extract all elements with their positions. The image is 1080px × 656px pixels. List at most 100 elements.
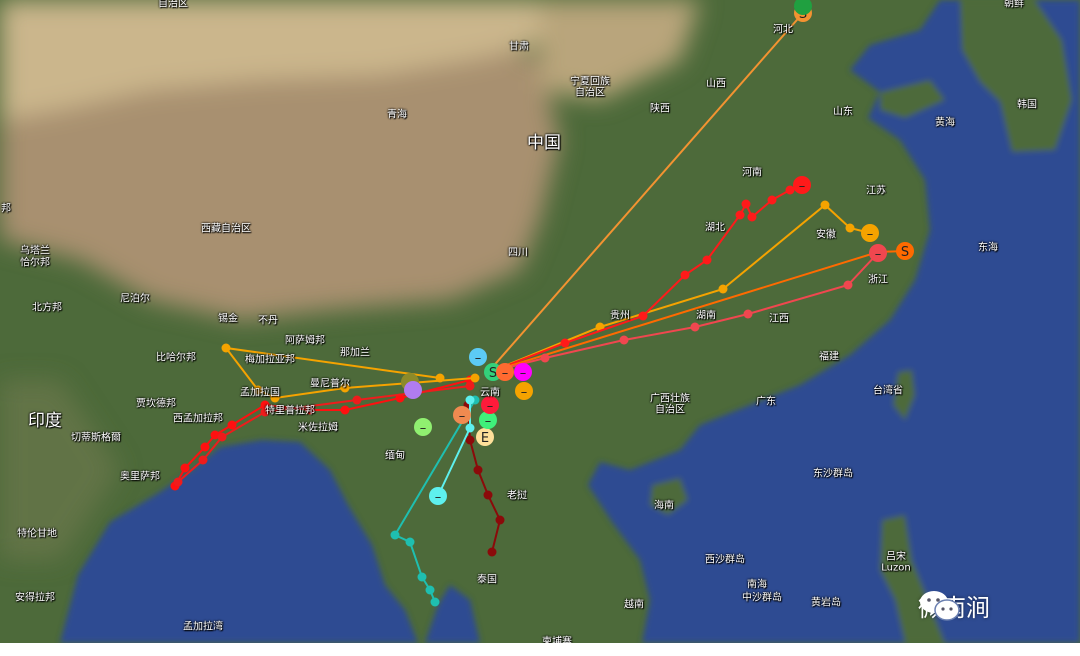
track-bangladesh-point[interactable] <box>435 373 445 383</box>
place-label-hebei: 河北 <box>773 24 793 36</box>
place-label-fujian: 福建 <box>819 351 839 363</box>
track-henan-point[interactable] <box>560 338 570 348</box>
place-label-qinghai: 青海 <box>387 109 407 121</box>
place-label-laos: 老挝 <box>507 490 527 502</box>
track-zhejiang-2-point[interactable] <box>619 335 629 345</box>
track-india-2-point[interactable] <box>465 381 475 391</box>
track-india-2-point[interactable] <box>352 395 362 405</box>
place-label-yellow-sea: 黄海 <box>935 117 955 129</box>
track-endpoint-marker[interactable] <box>479 411 497 429</box>
place-label-vietnam: 越南 <box>624 599 644 611</box>
track-india-1-point[interactable] <box>210 430 220 440</box>
track-endpoint-label: – <box>502 366 509 381</box>
track-thailand-point[interactable] <box>495 515 505 525</box>
track-myanmar-point[interactable] <box>465 423 475 433</box>
track-zhejiang-2-point[interactable] <box>690 322 700 332</box>
track-zhejiang-2-point[interactable] <box>743 309 753 319</box>
track-bangladesh-point[interactable] <box>270 393 280 403</box>
track-endpoint-marker[interactable] <box>514 363 532 381</box>
place-label-nagaland: 那加兰 <box>340 347 370 359</box>
track-henan-line <box>489 184 803 373</box>
track-myanmar-point[interactable] <box>465 395 475 405</box>
track-anhui-marker-label: – <box>867 227 874 242</box>
track-henan-point[interactable] <box>793 176 811 194</box>
track-endpoint-marker[interactable] <box>404 381 422 399</box>
track-henan-point[interactable] <box>747 212 757 222</box>
bottom-border <box>0 643 1080 656</box>
track-endpoint-label: E <box>481 431 489 446</box>
track-india-2-point[interactable] <box>173 477 183 487</box>
track-myanmar-point[interactable] <box>429 487 447 505</box>
wechat-icon <box>920 591 960 621</box>
track-india-2-point[interactable] <box>217 432 227 442</box>
track-anhui-line <box>489 203 871 373</box>
track-myanmar-marker-label: – <box>435 490 442 505</box>
track-bangladesh-point[interactable] <box>253 385 263 395</box>
place-label-dongsha: 东沙群岛 <box>813 468 853 480</box>
track-endpoint-label: – <box>485 414 492 429</box>
track-bangladesh-point[interactable] <box>221 343 231 353</box>
track-india-1-point[interactable] <box>260 400 270 410</box>
track-bangladesh-point[interactable] <box>470 373 480 383</box>
track-thailand-point[interactable] <box>465 435 475 445</box>
track-bangladesh-point[interactable] <box>340 383 350 393</box>
track-henan-point[interactable] <box>767 195 777 205</box>
track-india-2-point[interactable] <box>260 407 270 417</box>
track-endpoint-marker[interactable] <box>414 418 432 436</box>
track-henan-point[interactable] <box>680 270 690 280</box>
track-zhejiang-point[interactable] <box>896 242 914 260</box>
track-myanmar-south-point[interactable] <box>425 585 435 595</box>
track-endpoint-marker[interactable] <box>453 406 471 424</box>
place-label-china: 中国 <box>527 133 561 153</box>
place-label-hubei: 湖北 <box>705 222 725 234</box>
track-zhejiang-2-point[interactable] <box>540 353 550 363</box>
track-thailand-point[interactable] <box>487 547 497 557</box>
track-endpoint-marker[interactable] <box>481 396 499 414</box>
track-myanmar-south-point[interactable] <box>390 530 400 540</box>
track-anhui-point[interactable] <box>861 224 879 242</box>
track-henan-point[interactable] <box>741 199 751 209</box>
track-bangladesh-line <box>223 346 476 400</box>
track-india-1-point[interactable] <box>340 405 350 415</box>
track-myanmar-south-point[interactable] <box>430 597 440 607</box>
track-endpoint-marker[interactable] <box>515 382 533 400</box>
track-india-2-point[interactable] <box>198 455 208 465</box>
track-henan-point[interactable] <box>735 210 745 220</box>
place-label-east-sea: 东海 <box>978 242 998 254</box>
place-label-cambodia: 柬埔寨 <box>542 636 572 648</box>
track-india-1-point[interactable] <box>180 463 190 473</box>
place-label-telangana: 特伦甘地 <box>17 528 57 540</box>
track-myanmar-south-point[interactable] <box>405 537 415 547</box>
place-label-west-bengal: 西孟加拉邦 <box>173 413 223 425</box>
track-henan-point[interactable] <box>638 311 648 321</box>
track-endpoint-marker[interactable] <box>469 348 487 366</box>
track-endpoint-marker[interactable] <box>496 363 514 381</box>
track-anhui-point[interactable] <box>820 200 830 210</box>
place-label-mizoram: 米佐拉姆 <box>298 422 338 434</box>
track-endpoint-marker[interactable] <box>794 0 812 15</box>
track-thailand-point[interactable] <box>483 490 493 500</box>
track-myanmar-south-point[interactable] <box>417 572 427 582</box>
track-zhejiang-2-point[interactable] <box>843 280 853 290</box>
track-zhejiang-2-point[interactable] <box>869 244 887 262</box>
track-india-1-point[interactable] <box>227 420 237 430</box>
place-label-manipur: 曼尼普尔 <box>310 378 350 390</box>
track-india-1-point[interactable] <box>200 442 210 452</box>
place-label-sikkim: 锡金 <box>218 313 238 325</box>
track-india-1-point[interactable] <box>305 405 315 415</box>
place-label-luzon-cn: 吕宋 <box>886 551 906 563</box>
track-endpoint-marker[interactable] <box>476 428 494 446</box>
place-label-hainan: 海南 <box>654 500 674 512</box>
place-label-guangxi-2: 自治区 <box>655 404 685 416</box>
track-anhui-point[interactable] <box>718 284 728 294</box>
place-label-gansu: 甘肃 <box>509 41 529 53</box>
place-label-hunan: 湖南 <box>696 310 716 322</box>
track-henan-point[interactable] <box>785 185 795 195</box>
track-anhui-point[interactable] <box>845 223 855 233</box>
track-thailand-point[interactable] <box>473 465 483 475</box>
track-henan-point[interactable] <box>702 255 712 265</box>
place-label-xinjiang: 自治区 <box>158 0 188 10</box>
place-label-zhejiang: 浙江 <box>868 274 888 286</box>
place-label-meghalaya: 梅加拉亚邦 <box>245 354 295 366</box>
